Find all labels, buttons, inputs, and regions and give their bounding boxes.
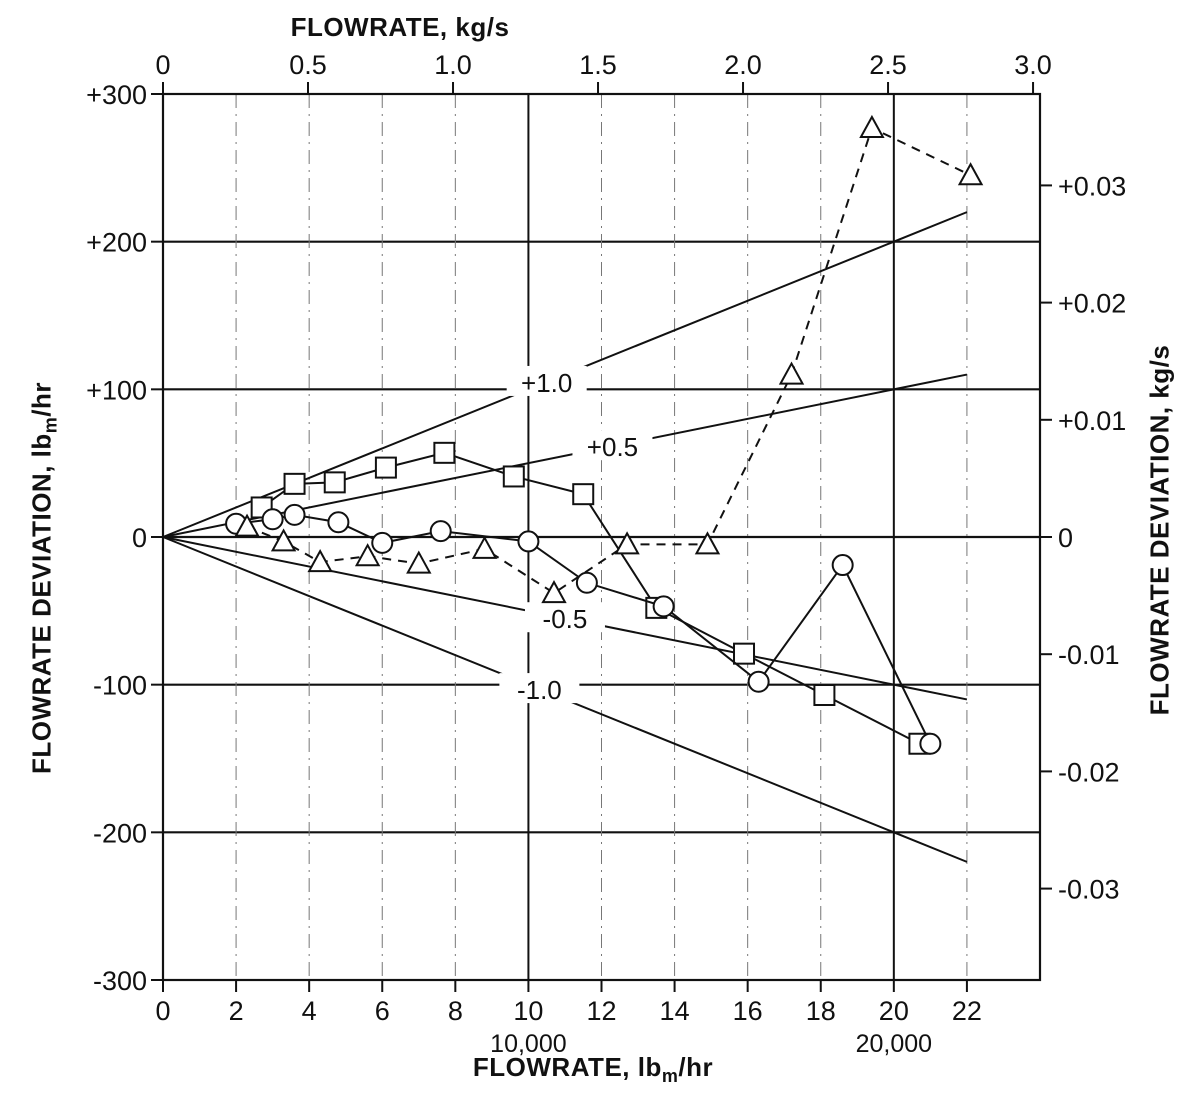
circle-point	[283, 503, 306, 526]
square-point	[502, 465, 525, 488]
left-tick-label: -100	[93, 671, 147, 701]
bottom-tick-label: 8	[448, 996, 463, 1026]
square-point	[572, 483, 595, 506]
reference-label: -0.5	[543, 604, 588, 634]
left-tick-label: +100	[86, 375, 147, 405]
circle-point	[517, 530, 540, 553]
circle-point	[652, 595, 675, 618]
top-tick-label: 1.0	[434, 50, 472, 80]
reference-label-bg	[506, 365, 587, 396]
triangle-point	[541, 580, 567, 604]
circle-point	[747, 670, 770, 693]
bottom-tick-label: 0	[155, 996, 170, 1026]
bottom-tick-label: 16	[733, 996, 763, 1026]
triangle-point	[406, 550, 432, 574]
triangle-point	[957, 162, 984, 186]
bottom-tick-label: 6	[375, 996, 390, 1026]
top-axis-title: FLOWRATE, kg/s	[290, 12, 510, 42]
data-series	[225, 114, 984, 755]
bottom-tick-label: 18	[806, 996, 836, 1026]
triangle-point	[694, 531, 721, 555]
bottom-tick-label: 20	[879, 996, 909, 1026]
reference-label-bg	[499, 673, 580, 704]
left-tick-label: +300	[86, 80, 147, 110]
top-tick-label: 0.5	[289, 50, 327, 80]
top-tick-label: 2.0	[724, 50, 762, 80]
reference-line	[162, 373, 968, 538]
right-tick-label: +0.02	[1058, 289, 1126, 319]
right-tick-label: +0.03	[1058, 171, 1126, 201]
bottom-axis-title: FLOWRATE, lbm/hr	[0, 1052, 1186, 1087]
circle-point	[327, 511, 350, 534]
reference-label: -1.0	[517, 675, 562, 705]
triangle-series-line	[246, 126, 972, 595]
triangle-point	[471, 535, 498, 559]
bottom-extra-label: 20,000	[856, 1030, 932, 1058]
reference-label-bg	[572, 430, 653, 461]
right-tick-label: +0.01	[1058, 406, 1126, 436]
bottom-tick-label: 10	[513, 996, 543, 1026]
right-tick-label: -0.02	[1058, 757, 1120, 787]
right-tick-label: -0.03	[1058, 875, 1120, 905]
right-tick-label: 0	[1058, 523, 1073, 553]
triangle-point	[354, 543, 381, 567]
top-tick-label: 3.0	[1014, 50, 1052, 80]
left-axis-title-main: FLOWRATE DEVIATION, lb	[26, 433, 57, 775]
bottom-axis-title-sub: m	[661, 1066, 679, 1086]
bottom-tick-label: 2	[229, 996, 244, 1026]
left-axis-title-sub: m	[40, 416, 61, 434]
right-axis-title: FLOWRATE DEVIATION, kg/s	[1144, 344, 1175, 716]
right-tick-label: -0.01	[1058, 640, 1120, 670]
triangle-point	[307, 549, 333, 573]
triangle-point	[614, 531, 640, 555]
left-axis-title: FLOWRATE DEVIATION, lbm/hr	[27, 382, 62, 774]
bottom-tick-label: 14	[660, 996, 690, 1026]
circle-point	[831, 554, 854, 577]
grid	[163, 94, 1040, 980]
circle-point	[919, 732, 942, 755]
triangle-point	[778, 361, 805, 385]
reference-label-bg	[524, 602, 605, 633]
circle-point	[575, 571, 598, 594]
square-point	[433, 441, 456, 464]
bottom-tick-label: 4	[302, 996, 317, 1026]
top-tick-label: 1.5	[579, 50, 617, 80]
left-tick-label: -200	[93, 818, 147, 848]
triangle-point	[270, 528, 297, 552]
square-point	[323, 471, 346, 494]
circle-point	[429, 520, 452, 543]
reference-label: +1.0	[521, 368, 572, 398]
top-tick-label: 2.5	[869, 50, 907, 80]
triangle-point	[859, 114, 885, 138]
left-tick-label: -300	[93, 966, 147, 996]
tick-labels: 0 2 4 6 8 10 12 14 16 18 20 22 10,000 20,000 0 0.5 1.0 1.…	[86, 50, 1126, 1058]
square-point	[733, 642, 756, 665]
circle-point	[371, 531, 394, 554]
bottom-axis-title-tail: /hr	[678, 1052, 714, 1082]
bottom-tick-label: 22	[952, 996, 982, 1026]
tick-marks	[151, 82, 1052, 992]
reference-lines: +1.0 +0.5 -0.5 -1.0	[162, 211, 968, 863]
square-point	[374, 456, 397, 479]
left-tick-label: +200	[86, 228, 147, 258]
left-axis-title-tail: /hr	[26, 381, 57, 417]
square-point	[813, 684, 836, 707]
top-tick-label: 0	[155, 50, 170, 80]
reference-label: +0.5	[587, 432, 638, 462]
bottom-tick-label: 12	[586, 996, 616, 1026]
bottom-extra-label: 10,000	[490, 1030, 566, 1058]
bottom-axis-title-main: FLOWRATE, lb	[472, 1052, 662, 1082]
square-point	[283, 472, 306, 495]
triangle-point	[234, 513, 260, 537]
left-tick-label: 0	[132, 523, 147, 553]
circle-point	[261, 508, 284, 531]
